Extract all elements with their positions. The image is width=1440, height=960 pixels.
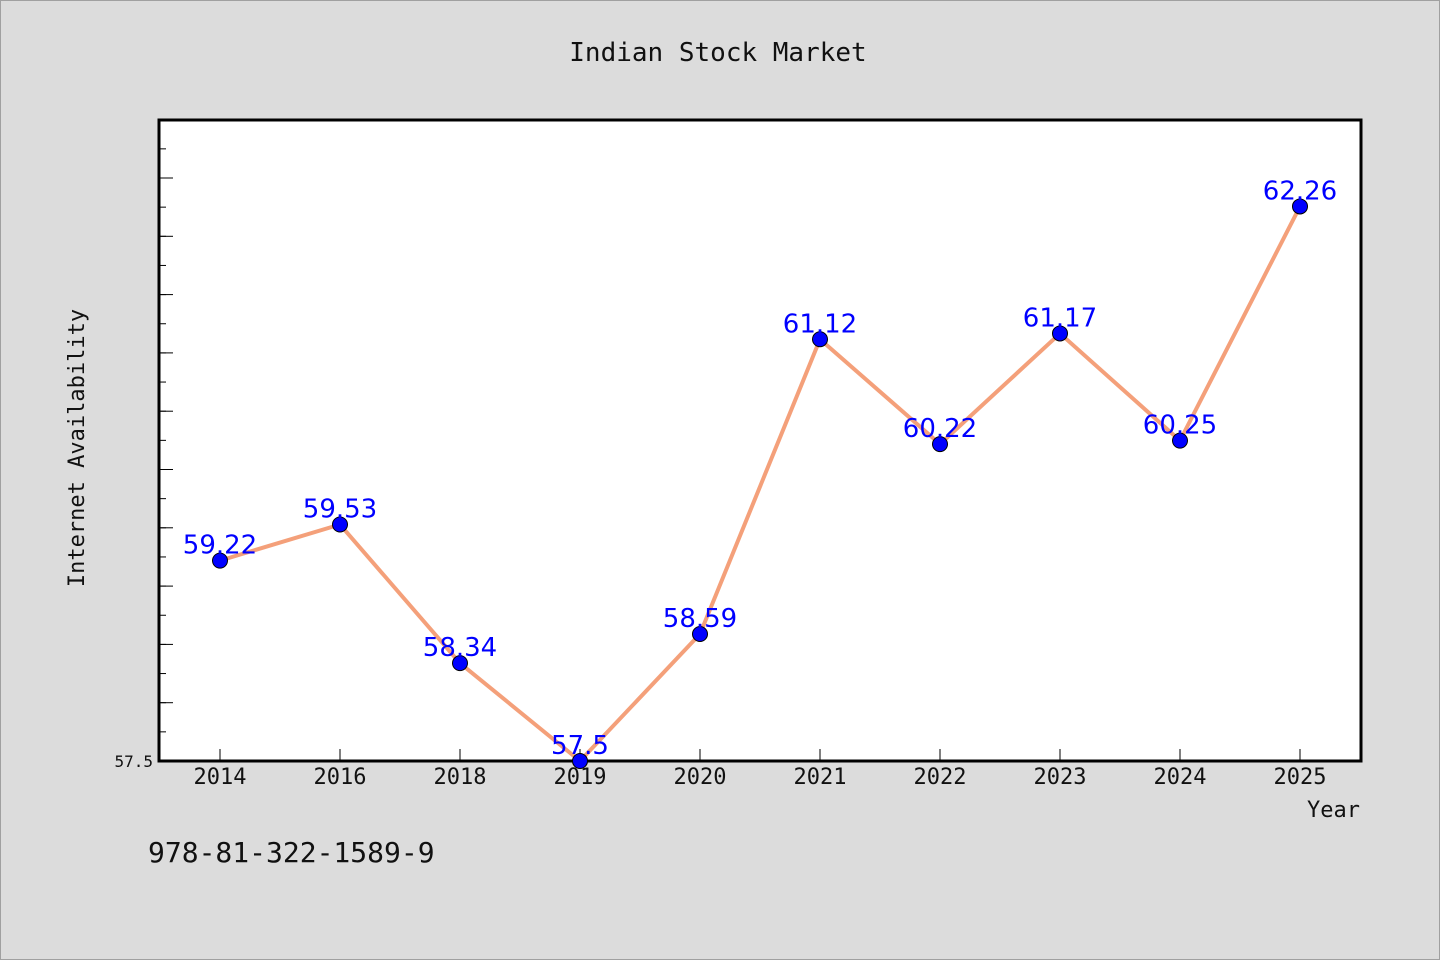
data-label: 62.26	[1263, 176, 1337, 206]
x-tick-label: 2018	[434, 765, 487, 790]
x-tick-label: 2020	[674, 765, 727, 790]
x-tick-label: 2025	[1274, 765, 1327, 790]
data-label: 60.25	[1143, 411, 1217, 441]
data-point	[932, 436, 948, 453]
x-axis-label: Year	[1307, 798, 1360, 823]
x-tick-label: 2019	[554, 765, 607, 790]
data-point	[1292, 198, 1308, 215]
data-point	[812, 331, 828, 348]
y-axis-label: Internet Availability	[65, 309, 90, 587]
data-label: 57.5	[551, 731, 609, 761]
y-axis-ticks: 57.5	[114, 148, 173, 771]
y-tick-label: 57.5	[114, 752, 153, 771]
data-point	[452, 655, 468, 672]
data-point	[212, 552, 228, 569]
x-tick-label: 2022	[914, 765, 967, 790]
data-point	[692, 626, 708, 643]
plot-area	[157, 118, 1363, 763]
x-tick-label: 2016	[314, 765, 367, 790]
data-point	[572, 753, 588, 769]
data-point	[332, 516, 348, 533]
data-label: 61.17	[1023, 303, 1097, 333]
series-line	[219, 205, 1302, 763]
data-label: 61.12	[783, 309, 857, 339]
data-label: 58.34	[423, 633, 497, 663]
isbn-footer: 978-81-322-1589-9	[148, 836, 435, 869]
x-tick-label: 2014	[194, 765, 247, 790]
data-label: 59.22	[183, 531, 257, 561]
data-label: 60.22	[903, 414, 977, 444]
data-label: 59.53	[303, 495, 377, 525]
x-tick-label: 2021	[794, 765, 847, 790]
x-axis-ticks: 2014 2016 2018 2019 2020 2021 2022 2023 2024 2025	[194, 749, 1327, 790]
data-point	[1172, 432, 1188, 449]
data-point	[1052, 325, 1068, 342]
series-layer: 59.22 59.53 58.34 57.5 58.59 61.12 60.22 61.17 6…	[183, 176, 1337, 769]
chart-title: Indian Stock Market	[569, 38, 866, 68]
x-tick-label: 2023	[1034, 765, 1087, 790]
data-label: 58.59	[663, 604, 737, 634]
x-tick-label: 2024	[1154, 765, 1207, 790]
